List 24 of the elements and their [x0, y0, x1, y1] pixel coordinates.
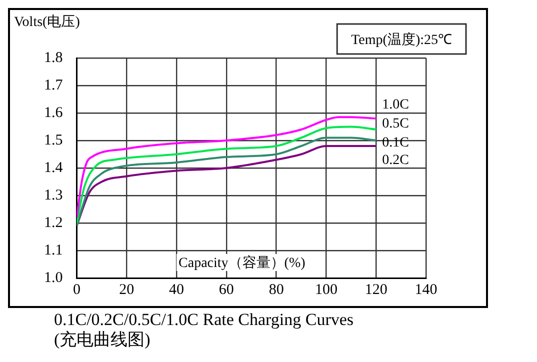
series-label: 0.5C	[382, 116, 409, 132]
x-tick-label: 120	[364, 282, 388, 298]
x-axis-title: Capacity（容量）(%)	[178, 255, 306, 271]
x-tick-label: 40	[169, 282, 184, 298]
series-label: 0.2C	[382, 153, 409, 168]
y-tick-label: 1.7	[44, 77, 64, 94]
text: Temp(温度):25℃	[351, 32, 452, 48]
y-tick-label: 1.6	[44, 104, 64, 121]
x-tick-label: 20	[119, 282, 134, 298]
text: 0.1C/0.2C/0.5C/1.0C Rate Charging Curves (充电曲线图)	[54, 310, 355, 350]
x-tick-label: 80	[268, 282, 284, 298]
x-tick-label: 60	[218, 282, 234, 298]
x-tick-label: 0	[73, 282, 80, 298]
series-label: 1.0C	[382, 98, 409, 112]
y-tick-label: 1.2	[44, 214, 63, 231]
y-tick-label: 1.5	[44, 132, 63, 148]
y-axis-title: Volts(电压)	[14, 14, 80, 30]
x-tick-label: 100	[314, 282, 338, 298]
x-tick-label: 140	[414, 282, 438, 298]
y-tick-label: 1.4	[44, 160, 64, 176]
y-tick-label: 1.0	[44, 270, 63, 286]
y-tick-label: 1.1	[44, 242, 63, 258]
y-tick-label: 1.3	[44, 187, 63, 204]
y-tick-label: 1.8	[44, 50, 63, 66]
